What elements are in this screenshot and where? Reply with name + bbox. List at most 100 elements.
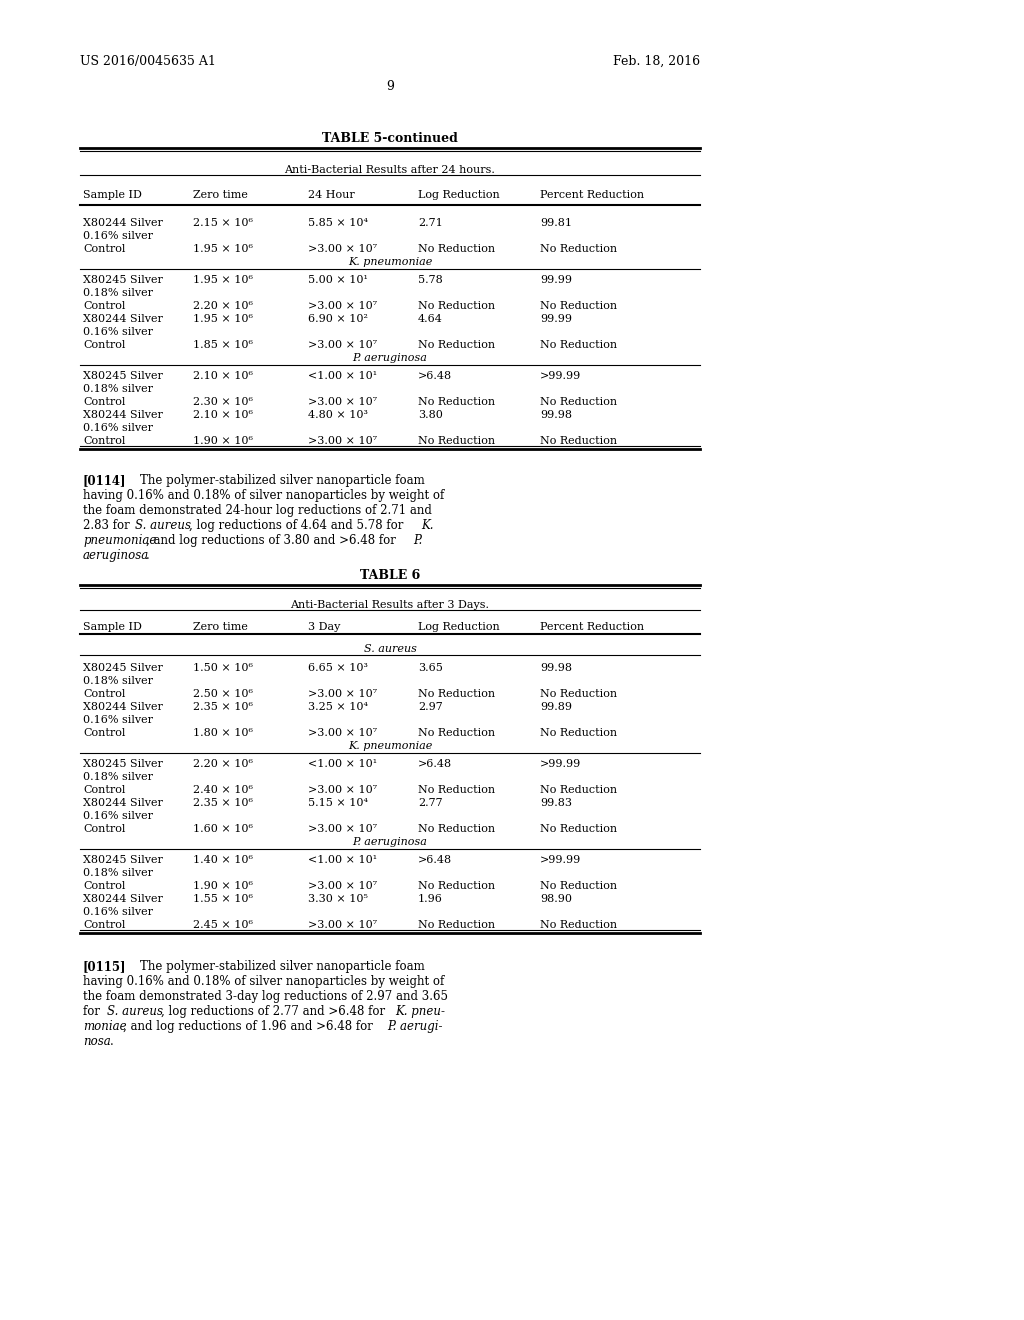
Text: P. aeruginosa: P. aeruginosa [352, 837, 427, 847]
Text: 0.18% silver: 0.18% silver [83, 772, 153, 781]
Text: P.: P. [413, 535, 422, 546]
Text: 3.65: 3.65 [418, 663, 442, 673]
Text: No Reduction: No Reduction [418, 689, 496, 700]
Text: 2.83 for: 2.83 for [83, 519, 133, 532]
Text: X80245 Silver: X80245 Silver [83, 371, 163, 381]
Text: X80244 Silver: X80244 Silver [83, 894, 163, 904]
Text: >6.48: >6.48 [418, 371, 453, 381]
Text: S. aureus: S. aureus [106, 1005, 163, 1018]
Text: No Reduction: No Reduction [418, 301, 496, 312]
Text: Control: Control [83, 880, 125, 891]
Text: moniae: moniae [83, 1020, 127, 1034]
Text: No Reduction: No Reduction [418, 785, 496, 795]
Text: K. pneumoniae: K. pneumoniae [348, 257, 432, 267]
Text: 2.40 × 10⁶: 2.40 × 10⁶ [193, 785, 253, 795]
Text: 2.20 × 10⁶: 2.20 × 10⁶ [193, 301, 253, 312]
Text: No Reduction: No Reduction [540, 880, 617, 891]
Text: Zero time: Zero time [193, 190, 248, 201]
Text: No Reduction: No Reduction [540, 397, 617, 407]
Text: 1.95 × 10⁶: 1.95 × 10⁶ [193, 314, 253, 323]
Text: aeruginosa: aeruginosa [83, 549, 150, 562]
Text: 99.98: 99.98 [540, 663, 572, 673]
Text: nosa: nosa [83, 1035, 111, 1048]
Text: >99.99: >99.99 [540, 759, 582, 770]
Text: TABLE 5-continued: TABLE 5-continued [323, 132, 458, 145]
Text: 3.80: 3.80 [418, 411, 442, 420]
Text: 4.64: 4.64 [418, 314, 442, 323]
Text: for: for [83, 1005, 103, 1018]
Text: X80244 Silver: X80244 Silver [83, 702, 163, 711]
Text: Sample ID: Sample ID [83, 190, 142, 201]
Text: S. aureus: S. aureus [135, 519, 191, 532]
Text: X80245 Silver: X80245 Silver [83, 855, 163, 865]
Text: 3.25 × 10⁴: 3.25 × 10⁴ [308, 702, 368, 711]
Text: 0.16% silver: 0.16% silver [83, 327, 153, 337]
Text: 0.16% silver: 0.16% silver [83, 715, 153, 725]
Text: Zero time: Zero time [193, 622, 248, 632]
Text: Percent Reduction: Percent Reduction [540, 190, 644, 201]
Text: 3 Day: 3 Day [308, 622, 340, 632]
Text: No Reduction: No Reduction [418, 397, 496, 407]
Text: <1.00 × 10¹: <1.00 × 10¹ [308, 759, 377, 770]
Text: No Reduction: No Reduction [418, 880, 496, 891]
Text: Control: Control [83, 729, 125, 738]
Text: >3.00 × 10⁷: >3.00 × 10⁷ [308, 436, 377, 446]
Text: P. aeruginosa: P. aeruginosa [352, 352, 427, 363]
Text: >6.48: >6.48 [418, 855, 453, 865]
Text: >99.99: >99.99 [540, 371, 582, 381]
Text: 3.30 × 10⁵: 3.30 × 10⁵ [308, 894, 368, 904]
Text: [0114]: [0114] [83, 474, 127, 487]
Text: Log Reduction: Log Reduction [418, 622, 500, 632]
Text: , log reductions of 4.64 and 5.78 for: , log reductions of 4.64 and 5.78 for [189, 519, 408, 532]
Text: US 2016/0045635 A1: US 2016/0045635 A1 [80, 55, 216, 69]
Text: <1.00 × 10¹: <1.00 × 10¹ [308, 371, 377, 381]
Text: No Reduction: No Reduction [540, 785, 617, 795]
Text: 99.98: 99.98 [540, 411, 572, 420]
Text: No Reduction: No Reduction [540, 341, 617, 350]
Text: No Reduction: No Reduction [540, 244, 617, 253]
Text: 5.85 × 10⁴: 5.85 × 10⁴ [308, 218, 368, 228]
Text: having 0.16% and 0.18% of silver nanoparticles by weight of: having 0.16% and 0.18% of silver nanopar… [83, 975, 444, 987]
Text: 0.18% silver: 0.18% silver [83, 676, 153, 686]
Text: 2.30 × 10⁶: 2.30 × 10⁶ [193, 397, 253, 407]
Text: 99.99: 99.99 [540, 275, 572, 285]
Text: Control: Control [83, 397, 125, 407]
Text: the foam demonstrated 3-day log reductions of 2.97 and 3.65: the foam demonstrated 3-day log reductio… [83, 990, 449, 1003]
Text: Percent Reduction: Percent Reduction [540, 622, 644, 632]
Text: 5.00 × 10¹: 5.00 × 10¹ [308, 275, 368, 285]
Text: No Reduction: No Reduction [540, 301, 617, 312]
Text: X80244 Silver: X80244 Silver [83, 314, 163, 323]
Text: 1.90 × 10⁶: 1.90 × 10⁶ [193, 880, 253, 891]
Text: >3.00 × 10⁷: >3.00 × 10⁷ [308, 689, 377, 700]
Text: X80244 Silver: X80244 Silver [83, 218, 163, 228]
Text: Control: Control [83, 920, 125, 931]
Text: Control: Control [83, 341, 125, 350]
Text: 5.78: 5.78 [418, 275, 442, 285]
Text: >6.48: >6.48 [418, 759, 453, 770]
Text: >3.00 × 10⁷: >3.00 × 10⁷ [308, 785, 377, 795]
Text: , and log reductions of 1.96 and >6.48 for: , and log reductions of 1.96 and >6.48 f… [123, 1020, 377, 1034]
Text: 99.99: 99.99 [540, 314, 572, 323]
Text: .: . [146, 549, 150, 562]
Text: X80245 Silver: X80245 Silver [83, 759, 163, 770]
Text: No Reduction: No Reduction [418, 729, 496, 738]
Text: >99.99: >99.99 [540, 855, 582, 865]
Text: K. pneu-: K. pneu- [395, 1005, 445, 1018]
Text: 1.60 × 10⁶: 1.60 × 10⁶ [193, 824, 253, 834]
Text: No Reduction: No Reduction [418, 436, 496, 446]
Text: 1.80 × 10⁶: 1.80 × 10⁶ [193, 729, 253, 738]
Text: 1.40 × 10⁶: 1.40 × 10⁶ [193, 855, 253, 865]
Text: 24 Hour: 24 Hour [308, 190, 354, 201]
Text: >3.00 × 10⁷: >3.00 × 10⁷ [308, 920, 377, 931]
Text: 2.15 × 10⁶: 2.15 × 10⁶ [193, 218, 253, 228]
Text: 99.89: 99.89 [540, 702, 572, 711]
Text: 4.80 × 10³: 4.80 × 10³ [308, 411, 368, 420]
Text: 1.96: 1.96 [418, 894, 442, 904]
Text: The polymer-stabilized silver nanoparticle foam: The polymer-stabilized silver nanopartic… [140, 960, 425, 973]
Text: >3.00 × 10⁷: >3.00 × 10⁷ [308, 880, 377, 891]
Text: No Reduction: No Reduction [418, 824, 496, 834]
Text: 6.90 × 10²: 6.90 × 10² [308, 314, 368, 323]
Text: 2.50 × 10⁶: 2.50 × 10⁶ [193, 689, 253, 700]
Text: 1.90 × 10⁶: 1.90 × 10⁶ [193, 436, 253, 446]
Text: X80245 Silver: X80245 Silver [83, 663, 163, 673]
